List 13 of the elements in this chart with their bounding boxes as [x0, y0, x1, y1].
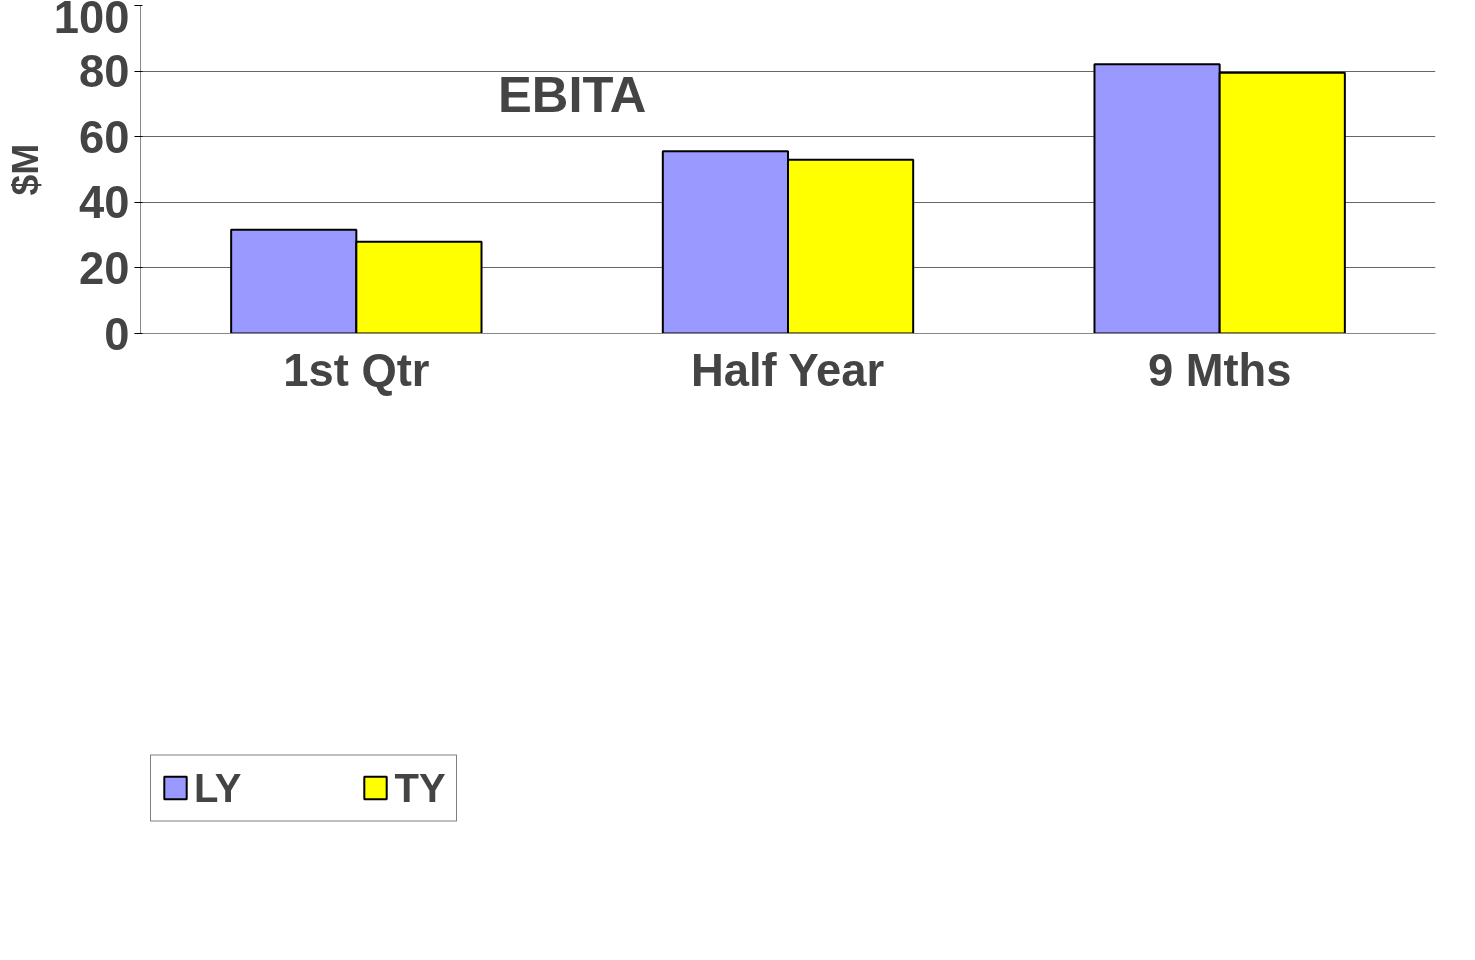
y-tick-label: 80: [79, 46, 130, 98]
legend-label: LY: [194, 765, 242, 811]
text: EBITA: [498, 65, 647, 123]
y-axis-title: $M: [3, 143, 46, 196]
legend-label: TY: [394, 765, 446, 811]
y-tick-label: 60: [79, 111, 130, 163]
y-tick-label: 20: [79, 242, 130, 294]
x-tick-label: 9 Mths: [1147, 344, 1292, 396]
y-tick-label: 100: [53, 0, 130, 43]
y-tick-label: 0: [104, 308, 130, 360]
y-tick-label: 40: [79, 177, 130, 229]
x-tick-label: Half Year: [690, 344, 885, 396]
x-tick-label: 1st Qtr: [283, 344, 430, 396]
